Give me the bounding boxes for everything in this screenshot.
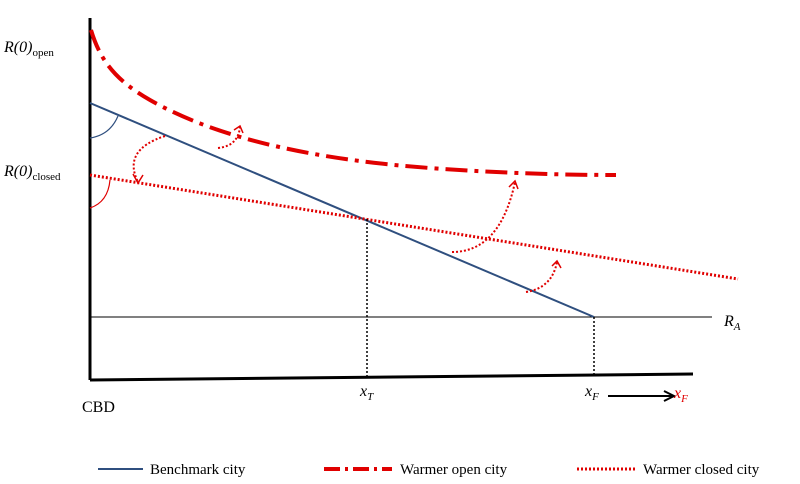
legend-label-warmer-open: Warmer open city: [400, 462, 508, 478]
rotation-arrow-4: [525, 259, 562, 293]
legend-label-benchmark: Benchmark city: [150, 462, 246, 478]
rotation-arrow-3: [451, 179, 519, 253]
legend-item-warmer-open: Warmer open city: [324, 462, 508, 478]
closed-slope-arc: [89, 179, 111, 209]
xt-label: xT: [359, 383, 374, 403]
rotation-arrow-2: [217, 124, 244, 149]
benchmark-slope-arc: [89, 115, 119, 139]
legend-item-benchmark: Benchmark city: [98, 462, 246, 478]
warmer-closed-city-curve: [89, 173, 739, 281]
legend-item-warmer-closed: Warmer closed city: [577, 462, 760, 478]
rotation-arrow-1: [132, 135, 166, 185]
xf-shift-arrow: [608, 390, 677, 402]
ra-label: RA: [723, 313, 741, 333]
legend: Benchmark city Warmer open city Warmer c…: [98, 462, 760, 478]
r0-closed-label: R(0)closed: [3, 163, 61, 183]
benchmark-city-curve: [89, 102, 595, 318]
horizontal-axis: [89, 372, 694, 382]
xf-label: xF: [584, 383, 599, 403]
cbd-label: CBD: [82, 399, 115, 416]
xf-new-label: xF: [673, 385, 688, 405]
legend-label-warmer-closed: Warmer closed city: [643, 462, 760, 478]
r0-open-label: R(0)open: [3, 39, 54, 59]
warmer-open-city-curve: [89, 29, 617, 177]
